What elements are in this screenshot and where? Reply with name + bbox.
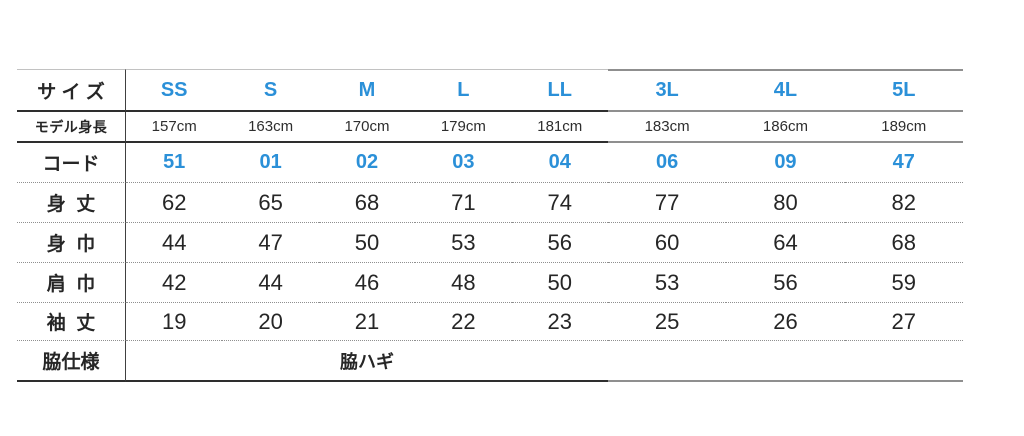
cell-コード-5L: 47	[844, 143, 963, 183]
cell-身丈-3L: 77	[607, 183, 727, 223]
cell-肩巾-SS: 42	[126, 263, 223, 303]
cell-コード-S: 01	[222, 143, 319, 183]
cell-モデル身長-S: 163cm	[222, 112, 319, 143]
row-label: 身 巾	[17, 223, 126, 263]
column-header-SS: SS	[126, 69, 223, 112]
cell-身巾-S: 47	[222, 223, 319, 263]
cell-袖丈-4L: 26	[726, 303, 845, 341]
size-table: サ イ ズ SS S M L LL 3L 4L 5L モデル身長 157cm 163cm 170cm 17…	[17, 69, 963, 382]
column-header-LL: LL	[511, 69, 608, 112]
cell-袖丈-LL: 23	[511, 303, 608, 341]
cell-肩巾-LL: 50	[511, 263, 608, 303]
cell-身丈-5L: 82	[844, 183, 963, 223]
row-label: 脇仕様	[17, 341, 126, 382]
cell-袖丈-SS: 19	[126, 303, 223, 341]
cell-身丈-LL: 74	[511, 183, 608, 223]
cell-身巾-4L: 64	[726, 223, 845, 263]
cell-身巾-L: 53	[415, 223, 512, 263]
cell-身丈-4L: 80	[726, 183, 845, 223]
row-label: 肩 巾	[17, 263, 126, 303]
cell-コード-M: 02	[318, 143, 416, 183]
cell-コード-LL: 04	[511, 143, 608, 183]
column-header-L: L	[415, 69, 512, 112]
cell-袖丈-5L: 27	[844, 303, 963, 341]
cell-身丈-SS: 62	[126, 183, 223, 223]
cell-肩巾-3L: 53	[607, 263, 727, 303]
cell-肩巾-L: 48	[415, 263, 512, 303]
cell-コード-4L: 09	[726, 143, 845, 183]
row-label: モデル身長	[17, 112, 126, 143]
cell-モデル身長-3L: 183cm	[607, 112, 727, 143]
row-label: コード	[17, 143, 126, 183]
cell-身丈-L: 71	[415, 183, 512, 223]
cell-モデル身長-4L: 186cm	[726, 112, 845, 143]
empty-cell	[607, 341, 963, 382]
cell-コード-L: 03	[415, 143, 512, 183]
cell-コード-3L: 06	[607, 143, 727, 183]
cell-袖丈-3L: 25	[607, 303, 727, 341]
cell-肩巾-M: 46	[318, 263, 416, 303]
cell-身丈-M: 68	[318, 183, 416, 223]
cell-肩巾-5L: 59	[844, 263, 963, 303]
cell-モデル身長-LL: 181cm	[511, 112, 608, 143]
cell-モデル身長-SS: 157cm	[126, 112, 223, 143]
cell-身巾-5L: 68	[844, 223, 963, 263]
cell-袖丈-M: 21	[318, 303, 416, 341]
column-header-4L: 4L	[726, 69, 845, 112]
cell-モデル身長-L: 179cm	[415, 112, 512, 143]
cell-身巾-LL: 56	[511, 223, 608, 263]
cell-身巾-M: 50	[318, 223, 416, 263]
cell-袖丈-L: 22	[415, 303, 512, 341]
cell-身巾-3L: 60	[607, 223, 727, 263]
cell-身巾-SS: 44	[126, 223, 223, 263]
row-label: 身 丈	[17, 183, 126, 223]
column-header-M: M	[318, 69, 416, 112]
cell-袖丈-S: 20	[222, 303, 319, 341]
column-header-5L: 5L	[844, 69, 963, 112]
row-label: 袖 丈	[17, 303, 126, 341]
cell-肩巾-S: 44	[222, 263, 319, 303]
column-header-S: S	[222, 69, 319, 112]
cell-身丈-S: 65	[222, 183, 319, 223]
column-header-3L: 3L	[607, 69, 727, 112]
cell-モデル身長-M: 170cm	[318, 112, 416, 143]
side-spec-value: 脇ハギ	[126, 341, 608, 382]
corner-label-size: サ イ ズ	[17, 69, 126, 112]
cell-モデル身長-5L: 189cm	[844, 112, 963, 143]
cell-コード-SS: 51	[126, 143, 223, 183]
cell-肩巾-4L: 56	[726, 263, 845, 303]
